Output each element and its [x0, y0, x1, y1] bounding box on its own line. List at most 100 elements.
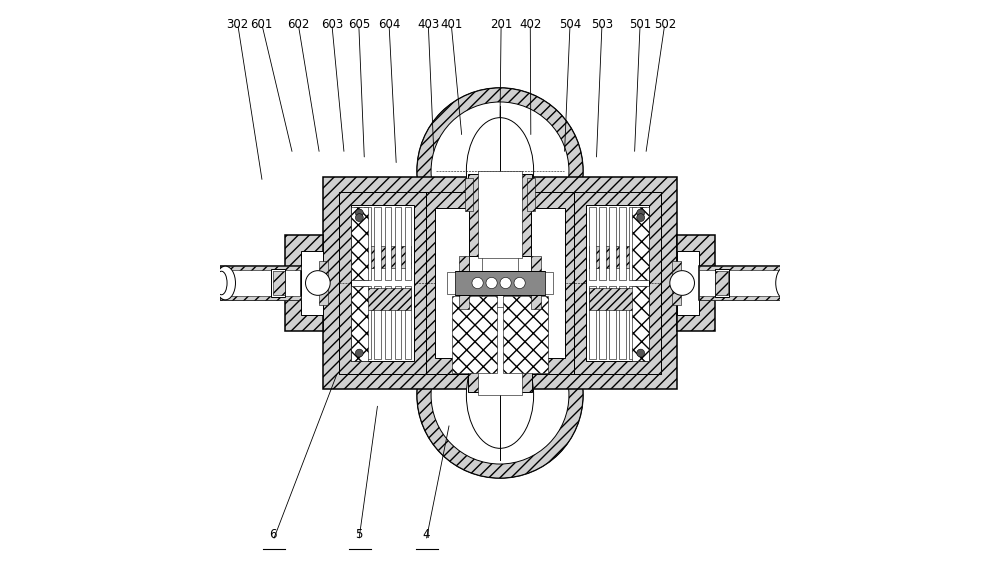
Text: 605: 605 — [348, 18, 370, 31]
Ellipse shape — [216, 271, 227, 295]
Bar — [478, 171, 522, 258]
Circle shape — [637, 209, 645, 217]
Text: 602: 602 — [287, 18, 309, 31]
Circle shape — [637, 349, 645, 357]
Text: 603: 603 — [321, 18, 343, 31]
Bar — [339, 192, 661, 374]
Bar — [220, 266, 301, 270]
Circle shape — [417, 312, 583, 478]
Bar — [715, 269, 729, 297]
Bar — [351, 204, 414, 362]
Bar — [699, 266, 791, 300]
Bar — [589, 246, 646, 268]
Circle shape — [355, 349, 363, 357]
Ellipse shape — [776, 266, 796, 300]
Bar — [699, 266, 791, 270]
Text: 402: 402 — [519, 18, 541, 31]
Bar — [354, 286, 361, 359]
Text: 604: 604 — [378, 18, 400, 31]
Bar — [482, 236, 518, 311]
Bar — [405, 207, 411, 280]
Bar — [354, 246, 411, 268]
Bar — [609, 286, 616, 359]
Bar — [527, 314, 535, 346]
Circle shape — [355, 209, 363, 217]
Bar — [677, 235, 715, 331]
Circle shape — [500, 277, 511, 289]
Bar — [319, 260, 328, 306]
Text: 601: 601 — [251, 18, 273, 31]
Bar — [672, 260, 681, 306]
Ellipse shape — [431, 102, 569, 240]
Bar — [640, 207, 646, 280]
Bar — [351, 207, 368, 280]
Bar — [385, 286, 391, 359]
Bar — [531, 208, 565, 358]
Circle shape — [637, 214, 645, 221]
Bar — [220, 266, 301, 300]
Bar — [220, 296, 301, 300]
Circle shape — [514, 277, 525, 289]
Circle shape — [436, 106, 564, 235]
Bar — [619, 286, 626, 359]
Bar — [452, 297, 497, 372]
Ellipse shape — [417, 88, 583, 254]
Text: 201: 201 — [490, 18, 512, 31]
Bar — [301, 251, 323, 315]
Bar — [619, 207, 626, 280]
Bar — [545, 272, 553, 294]
Circle shape — [670, 271, 694, 295]
Bar — [531, 291, 541, 308]
Bar — [323, 177, 677, 389]
Bar — [589, 286, 596, 359]
Text: 503: 503 — [591, 18, 613, 31]
Bar — [629, 207, 636, 280]
Bar — [609, 207, 616, 280]
Bar — [632, 207, 649, 280]
Bar — [271, 269, 285, 297]
Text: 401: 401 — [440, 18, 462, 31]
Ellipse shape — [431, 326, 569, 464]
Bar — [426, 192, 469, 374]
Circle shape — [306, 271, 330, 295]
Circle shape — [436, 331, 564, 460]
Bar — [469, 177, 531, 253]
Ellipse shape — [417, 312, 583, 478]
Bar — [447, 272, 455, 294]
Bar — [531, 255, 541, 272]
Bar — [527, 178, 535, 211]
Circle shape — [355, 214, 363, 221]
Text: 502: 502 — [654, 18, 676, 31]
Bar — [405, 286, 411, 359]
Bar — [632, 286, 649, 362]
Bar — [699, 296, 791, 300]
Bar — [459, 291, 469, 308]
Bar — [468, 310, 532, 392]
Circle shape — [472, 277, 483, 289]
Bar — [599, 207, 606, 280]
Text: 504: 504 — [559, 18, 581, 31]
Bar — [395, 207, 401, 280]
Circle shape — [486, 277, 497, 289]
Text: 6: 6 — [269, 528, 277, 541]
Bar — [715, 271, 728, 295]
Bar — [574, 192, 661, 374]
Text: 4: 4 — [422, 528, 430, 541]
Circle shape — [417, 88, 583, 254]
Bar — [599, 286, 606, 359]
Bar — [629, 286, 636, 359]
Bar — [435, 208, 469, 358]
Bar — [478, 307, 522, 395]
Bar — [459, 255, 469, 272]
Bar — [273, 271, 285, 295]
Bar — [468, 174, 532, 255]
Bar — [677, 251, 699, 315]
Bar — [364, 207, 371, 280]
Bar — [395, 286, 401, 359]
Bar — [531, 192, 574, 374]
Bar — [285, 235, 323, 331]
Bar — [354, 288, 411, 310]
Text: 5: 5 — [355, 528, 362, 541]
Bar — [586, 204, 649, 362]
Ellipse shape — [466, 118, 534, 224]
